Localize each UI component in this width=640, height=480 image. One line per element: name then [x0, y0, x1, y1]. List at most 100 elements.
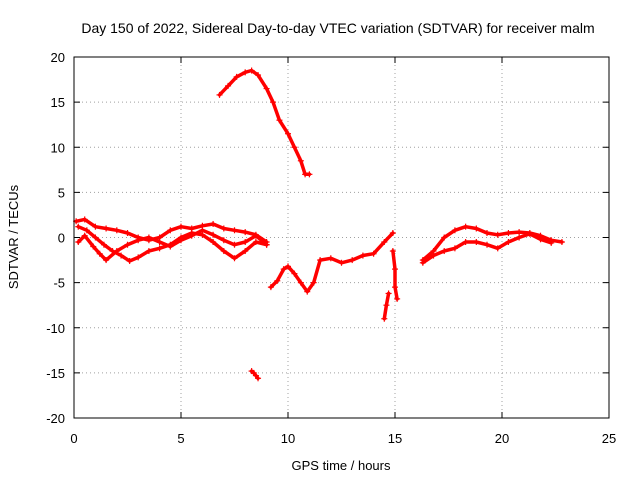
data-point [220, 237, 227, 244]
data-point [83, 227, 90, 234]
y-tick-label: 0 [58, 231, 65, 246]
data-point [285, 130, 291, 137]
data-point [81, 232, 88, 239]
series-track-e [248, 368, 262, 382]
data-point [231, 227, 238, 234]
data-point [441, 248, 448, 255]
data-point [338, 259, 345, 266]
data-point [291, 144, 298, 151]
series-line [217, 68, 312, 177]
data-point [370, 250, 377, 257]
data-point [220, 225, 227, 232]
data-point [145, 234, 152, 241]
data-point [124, 229, 131, 236]
data-point [252, 239, 259, 246]
series-track-d [216, 67, 313, 178]
data-point [389, 248, 396, 255]
y-tick-label: -15 [46, 366, 65, 381]
data-point [92, 234, 99, 241]
data-point [156, 245, 163, 252]
data-point [220, 248, 227, 255]
data-point [505, 229, 512, 236]
x-tick-label: 0 [70, 431, 77, 446]
data-point [231, 241, 238, 248]
data-point [188, 232, 195, 239]
data-point [419, 259, 426, 266]
series-line [391, 249, 399, 301]
series-line [249, 369, 260, 381]
data-point [242, 69, 249, 76]
data-point [233, 73, 240, 80]
series-line [76, 228, 269, 262]
data-point [156, 239, 163, 246]
data-point [242, 229, 249, 236]
data-point [441, 234, 448, 241]
series-line [421, 224, 564, 262]
data-point [304, 288, 311, 295]
data-point [255, 72, 262, 79]
data-point [103, 257, 110, 264]
data-point [210, 239, 217, 246]
data-point [118, 252, 125, 259]
data-point [90, 243, 97, 250]
data-point [145, 248, 152, 255]
data-point [389, 229, 396, 236]
data-point [280, 266, 287, 273]
y-tick-label: 20 [51, 50, 65, 65]
y-tick-label: -5 [53, 276, 65, 291]
data-point [297, 157, 304, 164]
series-line [269, 231, 395, 294]
data-point [310, 279, 317, 286]
data-point [526, 230, 533, 237]
data-point [81, 216, 88, 223]
series-track-f [267, 229, 396, 295]
data-point [252, 232, 259, 239]
data-point [103, 225, 110, 232]
x-tick-label: 20 [495, 431, 509, 446]
data-point [537, 236, 544, 243]
data-point [327, 255, 334, 262]
x-tick-label: 15 [388, 431, 402, 446]
data-point [349, 257, 356, 264]
data-point [484, 241, 491, 248]
data-point [75, 239, 82, 246]
data-point [430, 252, 437, 259]
data-point [167, 243, 174, 250]
data-point [385, 290, 392, 297]
data-point [516, 234, 523, 241]
series-track-a [73, 216, 270, 246]
series-layer [73, 67, 565, 382]
series-track-c [75, 227, 270, 264]
data-point [306, 171, 313, 178]
data-point [210, 231, 217, 238]
data-point [75, 223, 82, 230]
ticks-layer: 0 5 10 15 20 25 -20 -15 -10 -5 0 5 10 15 20 [46, 50, 616, 446]
data-point [231, 255, 238, 262]
y-tick-label: 15 [51, 95, 65, 110]
y-tick-label: 10 [51, 140, 65, 155]
series-track-i [419, 223, 565, 264]
data-point [484, 229, 491, 236]
data-point [548, 239, 555, 246]
data-point [255, 375, 262, 382]
x-tick-label: 10 [281, 431, 295, 446]
data-point [285, 263, 291, 270]
data-point [267, 284, 274, 291]
data-point [263, 85, 270, 92]
data-point [462, 239, 469, 246]
series-track-j [419, 230, 555, 266]
data-point [96, 250, 103, 257]
data-point [276, 117, 283, 124]
data-point [199, 227, 206, 234]
data-point [113, 227, 120, 234]
data-point [394, 295, 401, 302]
data-point [317, 257, 324, 264]
data-point [381, 315, 388, 322]
data-point [124, 241, 131, 248]
data-point [242, 239, 249, 246]
x-tick-label: 5 [177, 431, 184, 446]
data-point [225, 82, 232, 89]
data-point [558, 239, 565, 246]
data-point [167, 227, 174, 234]
